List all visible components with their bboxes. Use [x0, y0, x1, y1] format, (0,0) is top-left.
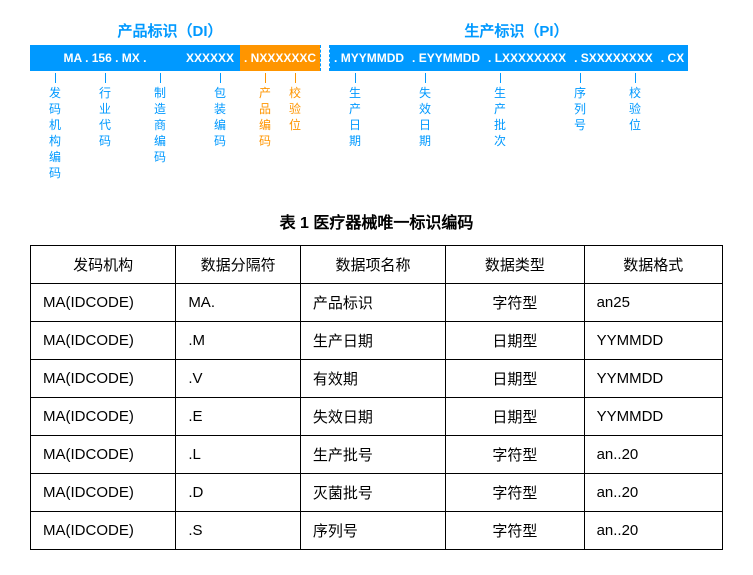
code-pi-l: . LXXXXXXXX: [484, 45, 570, 71]
table-row: MA(IDCODE).E失效日期日期型YYMMDD: [31, 398, 723, 436]
table-cell: 字符型: [446, 284, 584, 322]
di-labels: 发码机构编码 行业代码 制造商编码 包装编码 产品编码 校验位: [30, 85, 310, 181]
di-label-2: 制造商编码: [154, 85, 166, 181]
table-cell: MA(IDCODE): [31, 360, 176, 398]
table-cell: 日期型: [446, 322, 584, 360]
di-pi-divider: [320, 45, 330, 71]
udi-structure-diagram: 产品标识（DI） 生产标识（PI） MA . 156 . MX . XXXXXX…: [30, 20, 723, 181]
table-title: 表 1 医疗器械唯一标识编码: [30, 209, 723, 233]
table-body: MA(IDCODE)MA.产品标识字符型an25MA(IDCODE).M生产日期…: [31, 284, 723, 550]
table-cell: .E: [176, 398, 301, 436]
table-cell: MA.: [176, 284, 301, 322]
table-row: MA(IDCODE)MA.产品标识字符型an25: [31, 284, 723, 322]
pi-label-2: 生产批次: [494, 85, 506, 181]
di-label-0: 发码机构编码: [49, 85, 61, 181]
table-cell: MA(IDCODE): [31, 512, 176, 550]
pi-labels: 生产日期 失效日期 生产批次 序列号 校验位: [310, 85, 723, 181]
table-cell: MA(IDCODE): [31, 474, 176, 512]
di-label-5: 校验位: [289, 85, 301, 181]
table-header-cell: 数据类型: [446, 246, 584, 284]
table-cell: 有效期: [300, 360, 445, 398]
di-label-4: 产品编码: [259, 85, 271, 181]
code-pi-e: . EYYMMDD: [408, 45, 484, 71]
table-cell: 日期型: [446, 398, 584, 436]
table-cell: 生产批号: [300, 436, 445, 474]
table-cell: MA(IDCODE): [31, 322, 176, 360]
table-cell: 生产日期: [300, 322, 445, 360]
table-cell: MA(IDCODE): [31, 436, 176, 474]
code-pi-s: . SXXXXXXXX: [570, 45, 657, 71]
table-header-cell: 数据格式: [584, 246, 722, 284]
udi-encoding-table: 发码机构数据分隔符数据项名称数据类型数据格式 MA(IDCODE)MA.产品标识…: [30, 245, 723, 550]
table-header-cell: 数据分隔符: [176, 246, 301, 284]
di-title: 产品标识（DI）: [30, 20, 310, 41]
diagram-section-headers: 产品标识（DI） 生产标识（PI）: [30, 20, 723, 41]
table-row: MA(IDCODE).S序列号字符型an..20: [31, 512, 723, 550]
tick-row: [30, 73, 723, 83]
code-di-sixx: XXXXXX: [180, 45, 240, 71]
table-cell: 字符型: [446, 436, 584, 474]
table-row: MA(IDCODE).M生产日期日期型YYMMDD: [31, 322, 723, 360]
table-cell: 序列号: [300, 512, 445, 550]
table-cell: 失效日期: [300, 398, 445, 436]
table-cell: an..20: [584, 436, 722, 474]
code-pi-m: . MYYMMDD: [330, 45, 408, 71]
table-cell: .L: [176, 436, 301, 474]
table-cell: .M: [176, 322, 301, 360]
table-cell: 字符型: [446, 474, 584, 512]
pi-label-3: 序列号: [574, 85, 586, 181]
code-di-nblock: . NXXXXXXC: [240, 45, 320, 71]
table-header-cell: 发码机构: [31, 246, 176, 284]
pi-label-1: 失效日期: [419, 85, 431, 181]
table-cell: MA(IDCODE): [31, 284, 176, 322]
table-cell: an..20: [584, 474, 722, 512]
code-di-prefix: MA . 156 . MX .: [30, 45, 180, 71]
table-cell: 字符型: [446, 512, 584, 550]
table-cell: 灭菌批号: [300, 474, 445, 512]
table-header-row: 发码机构数据分隔符数据项名称数据类型数据格式: [31, 246, 723, 284]
di-label-1: 行业代码: [99, 85, 111, 181]
table-cell: YYMMDD: [584, 360, 722, 398]
code-pi-c: . CX: [657, 45, 688, 71]
table-header-cell: 数据项名称: [300, 246, 445, 284]
table-cell: an25: [584, 284, 722, 322]
table-cell: 产品标识: [300, 284, 445, 322]
table-cell: YYMMDD: [584, 398, 722, 436]
table-cell: MA(IDCODE): [31, 398, 176, 436]
table-cell: .V: [176, 360, 301, 398]
table-row: MA(IDCODE).V有效期日期型YYMMDD: [31, 360, 723, 398]
table-cell: an..20: [584, 512, 722, 550]
pi-title: 生产标识（PI）: [310, 20, 723, 41]
diagram-labels: 发码机构编码 行业代码 制造商编码 包装编码 产品编码 校验位 生产日期 失效日…: [30, 85, 723, 181]
pi-label-4: 校验位: [629, 85, 641, 181]
table-cell: .S: [176, 512, 301, 550]
pi-label-0: 生产日期: [349, 85, 361, 181]
table-cell: .D: [176, 474, 301, 512]
table-cell: 日期型: [446, 360, 584, 398]
table-row: MA(IDCODE).L生产批号字符型an..20: [31, 436, 723, 474]
table-head: 发码机构数据分隔符数据项名称数据类型数据格式: [31, 246, 723, 284]
code-bar: MA . 156 . MX . XXXXXX . NXXXXXXC . MYYM…: [30, 45, 723, 71]
table-row: MA(IDCODE).D灭菌批号字符型an..20: [31, 474, 723, 512]
table-cell: YYMMDD: [584, 322, 722, 360]
di-label-3: 包装编码: [214, 85, 226, 181]
